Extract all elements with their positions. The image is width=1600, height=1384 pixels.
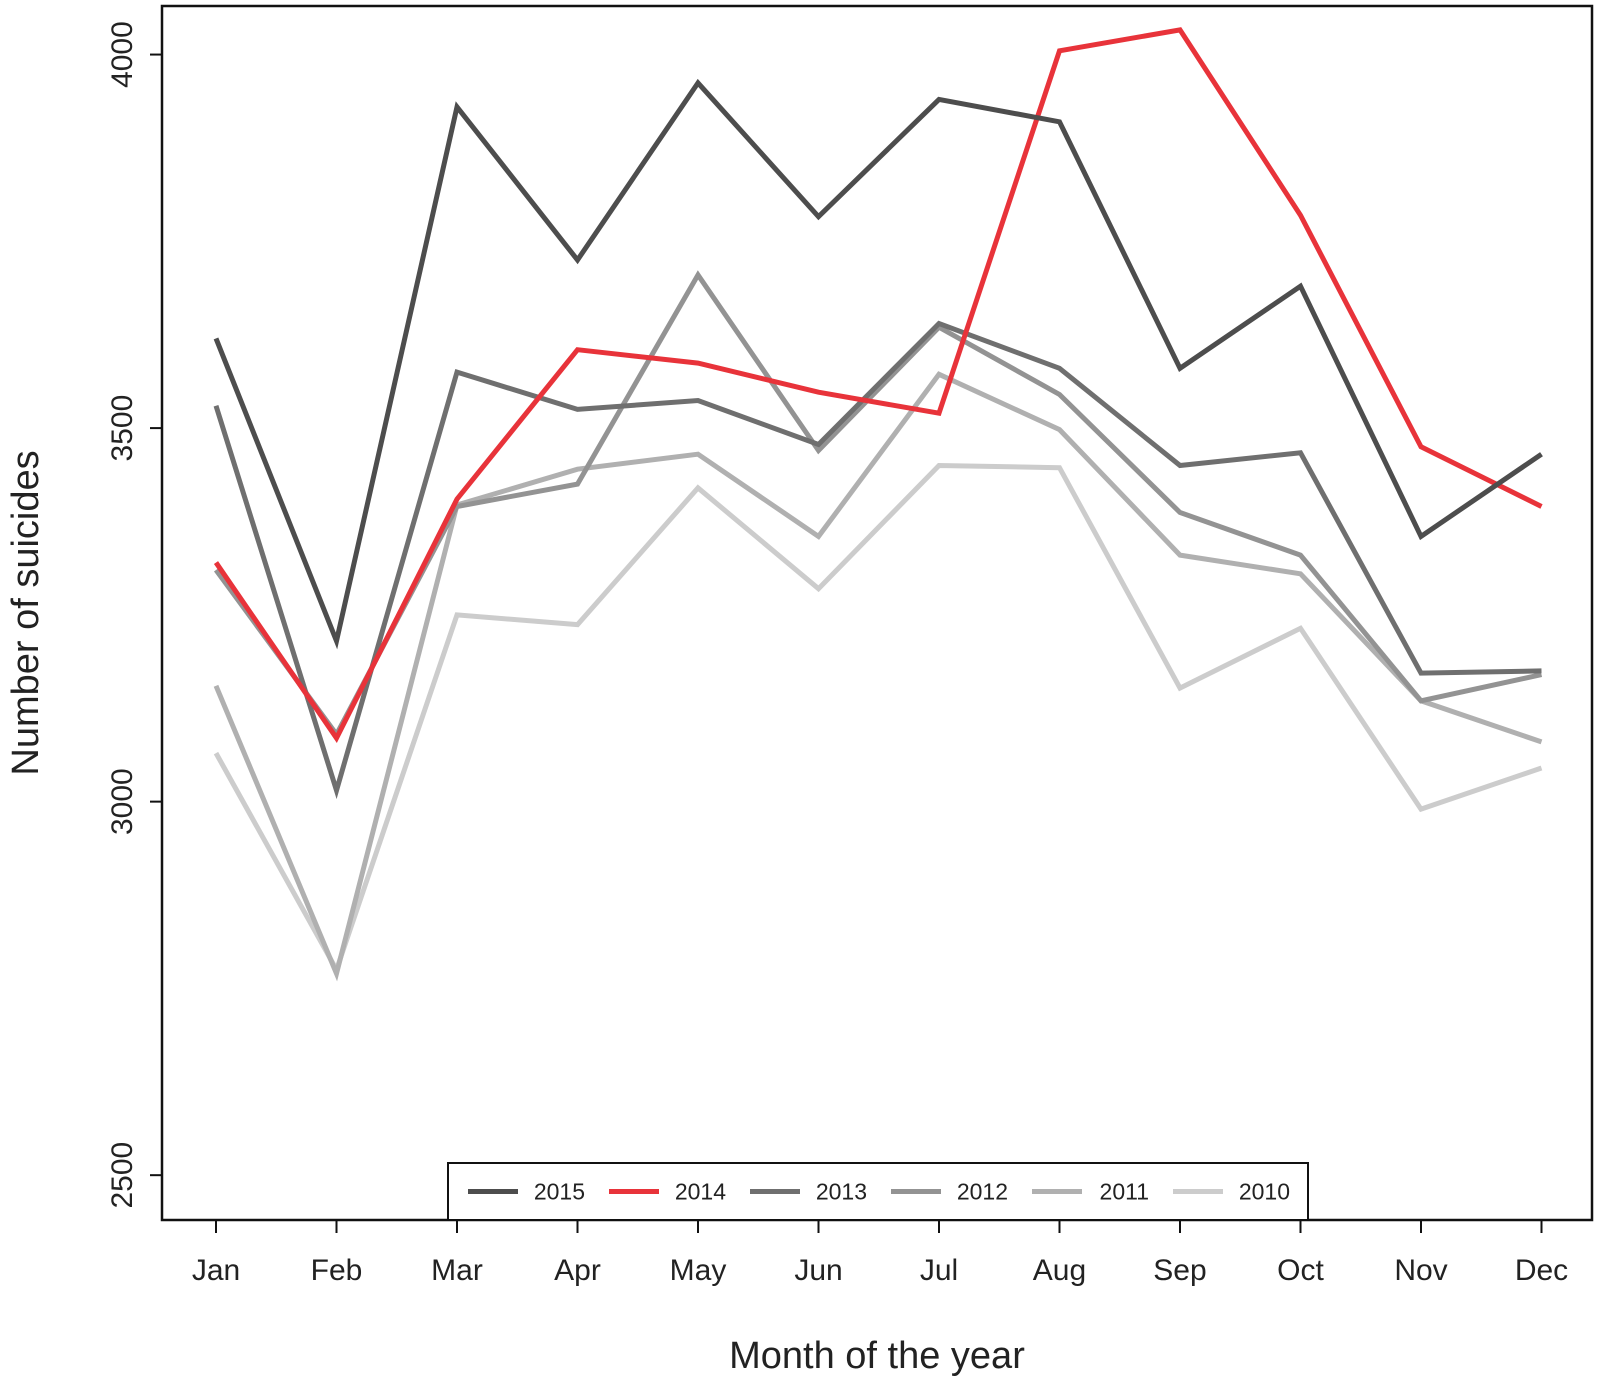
legend-label-2012: 2012 bbox=[957, 1179, 1008, 1205]
x-tick-label: Mar bbox=[431, 1254, 483, 1287]
x-tick-label: Oct bbox=[1277, 1254, 1324, 1287]
x-tick-label: Nov bbox=[1394, 1254, 1447, 1287]
legend-label-2014: 2014 bbox=[675, 1179, 726, 1205]
series-line-2015 bbox=[213, 78, 1543, 650]
y-axis: 2500 3000 3500 4000 bbox=[106, 21, 163, 1209]
series-layer bbox=[213, 27, 1543, 982]
y-tick-label: 4000 bbox=[106, 21, 139, 88]
x-tick-label: Feb bbox=[311, 1254, 363, 1287]
x-tick-label: Jun bbox=[794, 1254, 842, 1287]
x-tick-label: Apr bbox=[554, 1254, 601, 1287]
y-tick-label: 3000 bbox=[106, 768, 139, 835]
series-line-2010 bbox=[213, 462, 1543, 976]
legend-label-2013: 2013 bbox=[816, 1179, 867, 1205]
legend-label-2010: 2010 bbox=[1239, 1179, 1290, 1205]
x-axis-title: Month of the year bbox=[729, 1335, 1025, 1377]
legend-label-2011: 2011 bbox=[1100, 1179, 1149, 1205]
legend-box bbox=[447, 1162, 1309, 1221]
plot-frame bbox=[160, 4, 1594, 1222]
x-tick-label: May bbox=[670, 1254, 727, 1287]
x-axis: Jan Feb Mar Apr May Jun Jul Aug Sep Oct Nov Dec bbox=[192, 1220, 1568, 1287]
x-tick-label: Sep bbox=[1153, 1254, 1206, 1287]
x-tick-label: Jul bbox=[920, 1254, 958, 1287]
x-tick-label: Jan bbox=[192, 1254, 240, 1287]
x-tick-label: Aug bbox=[1033, 1254, 1086, 1287]
series-line-2013 bbox=[213, 320, 1542, 800]
legend-label-2015: 2015 bbox=[534, 1179, 585, 1205]
series-line-2011 bbox=[213, 371, 1543, 982]
legend: 2015 2014 2013 2012 2011 2010 bbox=[447, 1162, 1309, 1221]
x-tick-label: Dec bbox=[1515, 1254, 1568, 1287]
y-tick-label: 3500 bbox=[106, 395, 139, 462]
y-axis-title: Number of suicides bbox=[5, 450, 47, 775]
y-tick-label: 2500 bbox=[106, 1142, 139, 1209]
series-line-2014 bbox=[213, 27, 1543, 743]
